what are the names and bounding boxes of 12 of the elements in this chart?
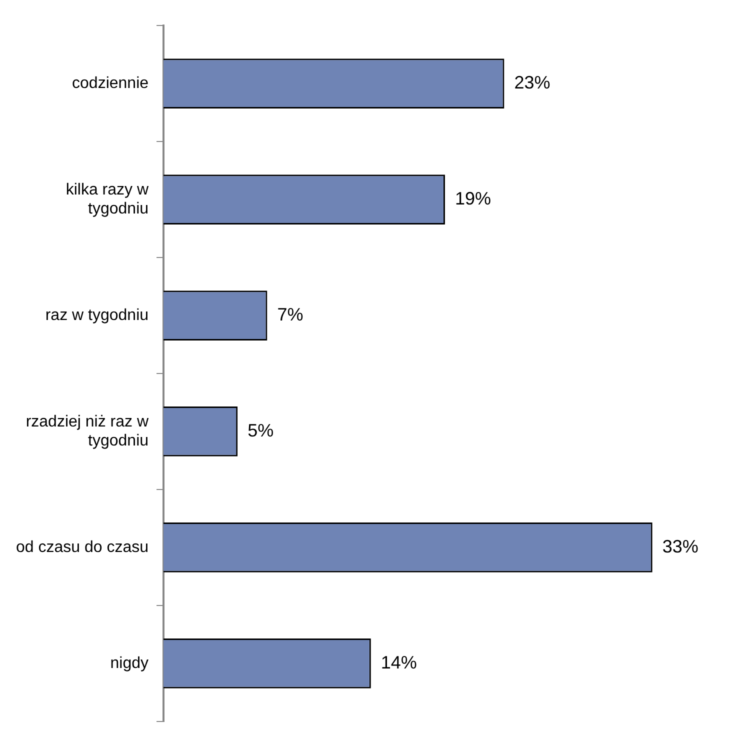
data-label: 14% [380, 652, 417, 672]
data-label: 5% [248, 420, 274, 440]
data-label: 19% [454, 188, 492, 209]
y-tick-label: kilka razy w tygodniu [66, 181, 149, 218]
y-tick-label: rzadziej niż raz w tygodniu [26, 413, 149, 450]
y-tick-label: od czasu do czasu [16, 538, 149, 556]
y-tick-label: nigdy [110, 654, 149, 672]
data-label: 33% [662, 536, 698, 556]
y-tick-label: codziennie [72, 74, 149, 92]
y-tick-label: raz w tygodniu [45, 306, 149, 324]
data-label: 23% [514, 72, 550, 93]
data-label: 7% [277, 304, 304, 324]
